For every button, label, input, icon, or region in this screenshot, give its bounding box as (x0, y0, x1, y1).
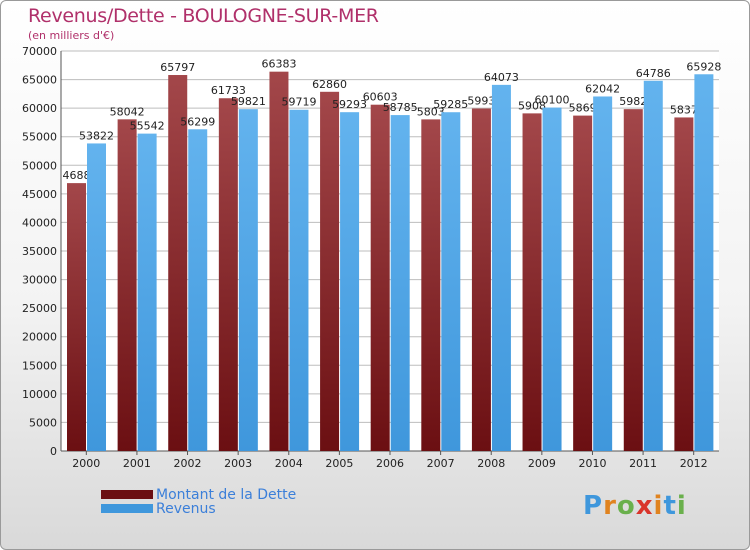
data-label-debt: 60603 (363, 91, 398, 104)
data-label-revenue: 64786 (636, 67, 671, 80)
bar-debt (168, 75, 188, 451)
data-label-revenue: 59821 (231, 95, 266, 108)
x-tick-label: 2000 (72, 457, 100, 470)
legend-label-debt: Montant de la Dette (156, 487, 297, 503)
data-label-revenue: 58785 (383, 101, 418, 114)
y-tick-label: 45000 (22, 188, 57, 201)
x-tick-label: 2004 (275, 457, 303, 470)
bar-debt (522, 113, 542, 452)
y-tick-label: 50000 (22, 159, 57, 172)
bar-revenue (340, 112, 360, 451)
logo-letter: i (653, 491, 664, 521)
proxiti-logo: Proxiti (583, 491, 687, 521)
data-label-revenue: 62042 (585, 82, 620, 95)
data-label-debt: 62860 (312, 78, 347, 91)
data-label-revenue: 59285 (433, 98, 468, 111)
logo-letter: x (635, 491, 654, 521)
bar-debt (623, 109, 643, 452)
bar-revenue (694, 74, 714, 452)
data-label-debt: 65797 (160, 61, 195, 74)
bar-revenue (289, 109, 309, 452)
y-tick-label: 55000 (22, 131, 57, 144)
x-tick-label: 2012 (680, 457, 708, 470)
data-label-revenue: 55542 (130, 120, 165, 133)
x-tick-label: 2005 (325, 457, 353, 470)
bar-debt (421, 119, 441, 451)
bar-revenue (137, 133, 157, 452)
bar-revenue (188, 129, 208, 451)
data-label-debt: 5869 (569, 102, 597, 115)
data-label-debt: 66383 (261, 58, 296, 71)
data-label-debt: 5837 (670, 103, 698, 116)
data-label-debt: 5803 (417, 105, 445, 118)
bar-debt (218, 98, 238, 452)
data-label-revenue: 59719 (281, 96, 316, 109)
x-tick-label: 2009 (528, 457, 556, 470)
x-tick-label: 2007 (427, 457, 455, 470)
x-tick-label: 2001 (123, 457, 151, 470)
y-tick-label: 10000 (22, 388, 57, 401)
logo-letter: r (603, 491, 617, 521)
y-tick-label: 30000 (22, 274, 57, 287)
bar-revenue (643, 80, 663, 452)
bar-debt (674, 117, 694, 451)
data-label-debt: 4688 (63, 169, 91, 182)
data-label-revenue: 60100 (535, 94, 570, 107)
bar-debt (117, 119, 137, 452)
data-label-revenue: 56299 (180, 115, 215, 128)
y-tick-label: 20000 (22, 331, 57, 344)
bar-revenue (87, 143, 106, 451)
legend-swatch-revenue (101, 504, 153, 513)
chart-subtitle: (en milliers d'€) (28, 29, 115, 42)
bar-revenue (390, 115, 410, 451)
bar-debt (67, 183, 86, 451)
x-tick-label: 2003 (224, 457, 252, 470)
data-label-debt: 5982 (619, 95, 647, 108)
chart-title: Revenus/Dette - BOULOGNE-SUR-MER (28, 5, 379, 27)
y-tick-label: 35000 (22, 245, 57, 258)
bar-debt (573, 115, 593, 451)
y-tick-label: 60000 (22, 102, 57, 115)
logo-letter: t (663, 491, 677, 521)
data-label-debt: 5993 (467, 95, 495, 108)
y-tick-label: 5000 (29, 416, 57, 429)
bar-revenue (238, 109, 258, 451)
logo-letter: o (616, 491, 636, 521)
bar-revenue (491, 84, 511, 452)
data-label-revenue: 53822 (79, 129, 114, 142)
x-tick-label: 2002 (174, 457, 202, 470)
y-tick-label: 15000 (22, 359, 57, 372)
y-tick-label: 70000 (22, 45, 57, 58)
x-tick-label: 2011 (629, 457, 657, 470)
bar-debt (269, 71, 289, 451)
data-label-debt: 61733 (211, 84, 246, 97)
bar-revenue (593, 96, 613, 451)
legend-label-revenue: Revenus (156, 501, 216, 517)
x-tick-label: 2008 (477, 457, 505, 470)
data-label-debt: 58042 (110, 105, 145, 118)
data-label-debt: 5908 (518, 99, 546, 112)
legend-swatch-debt (101, 490, 153, 499)
bar-revenue (542, 107, 562, 452)
bar-revenue (441, 112, 461, 451)
bar-debt (320, 91, 340, 452)
y-tick-label: 25000 (22, 302, 57, 315)
logo-letter: P (583, 491, 604, 521)
logo-letter: i (676, 491, 687, 521)
bar-debt (370, 104, 390, 451)
data-label-revenue: 64073 (484, 71, 519, 84)
x-tick-label: 2010 (578, 457, 606, 470)
bar-debt (471, 108, 491, 451)
y-tick-label: 40000 (22, 216, 57, 229)
data-label-revenue: 59293 (332, 98, 367, 111)
y-tick-label: 0 (50, 445, 57, 458)
x-tick-label: 2006 (376, 457, 404, 470)
data-label-revenue: 65928 (686, 60, 721, 73)
y-tick-label: 65000 (22, 74, 57, 87)
